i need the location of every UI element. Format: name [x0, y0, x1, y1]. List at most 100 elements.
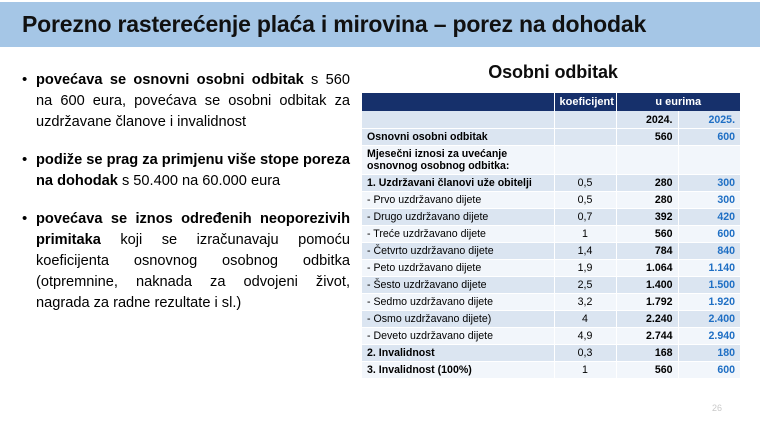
cell-value-2025: 300 [678, 174, 741, 192]
bullet-text: povećava se iznos određenih neoporezivih… [36, 209, 350, 314]
cell-label: Mjesečni iznosi za uvećanje osnovnog oso… [362, 145, 555, 175]
bullet-item: • podiže se prag za primjenu više stope p… [20, 150, 350, 192]
table-row: Mjesečni iznosi za uvećanje osnovnog oso… [362, 145, 741, 175]
cell-label: - Sedmo uzdržavano dijete [362, 293, 555, 311]
cell-label: - Treće uzdržavano dijete [362, 225, 555, 243]
cell-koeficijent [554, 128, 617, 146]
cell-value-2024: 560 [616, 361, 679, 379]
bullet-bold-lead: povećava se osnovni osobni odbitak [36, 72, 304, 88]
cell-value-2024: 168 [616, 344, 679, 362]
header-years-blank-label [362, 111, 555, 129]
cell-value-2024: 280 [616, 191, 679, 209]
page-title: Porezno rasterećenje plaća i mirovina – … [22, 11, 647, 37]
bullet-text: podiže se prag za primjenu više stope po… [36, 150, 350, 192]
cell-label: - Deveto uzdržavano dijete [362, 327, 555, 345]
cell-koeficijent: 0,3 [554, 344, 617, 362]
cell-value-2025: 180 [678, 344, 741, 362]
header-years-blank-koef [554, 111, 617, 129]
header-cell-koeficijent: koeficijent [554, 93, 617, 111]
cell-value-2024: 1.064 [616, 259, 679, 277]
cell-label: - Šesto uzdržavano dijete [362, 276, 555, 294]
cell-value-2025: 420 [678, 208, 741, 226]
cell-label: - Peto uzdržavano dijete [362, 259, 555, 277]
header-year-2025: 2025. [678, 111, 741, 129]
cell-koeficijent: 4,9 [554, 327, 617, 345]
cell-koeficijent: 0,7 [554, 208, 617, 226]
table-header-row-years: 2024. 2025. [362, 111, 741, 129]
cell-label: - Osmo uzdržavano dijete) [362, 310, 555, 328]
bullet-bold-lead: podiže se prag za primjenu više stope po… [36, 152, 350, 189]
bullet-text: povećava se osnovni osobni odbitak s 560… [36, 70, 350, 133]
cell-value-2024: 560 [616, 128, 679, 146]
cell-value-2024: 280 [616, 174, 679, 192]
header-cell-blank [362, 93, 555, 111]
bullet-rest-text: s 560 na 600 eura, povećava se osobni od… [36, 72, 350, 130]
table-row: Osnovni osobni odbitak 560 600 [362, 128, 741, 146]
bullet-rest-text: koji se izračunavaju pomoću koeficijenta… [36, 232, 350, 311]
bullet-bold-lead: povećava se iznos određenih neoporezivih… [36, 211, 350, 248]
cell-value-2025 [678, 145, 741, 175]
cell-value-2025: 2.400 [678, 310, 741, 328]
cell-label: - Četvrto uzdržavano dijete [362, 242, 555, 260]
table-row: - Treće uzdržavano dijete 1 560 600 [362, 225, 741, 243]
header-year-2024: 2024. [616, 111, 679, 129]
bullet-dot-icon: • [22, 210, 28, 227]
cell-value-2024: 2.744 [616, 327, 679, 345]
cell-value-2024: 784 [616, 242, 679, 260]
cell-value-2024: 560 [616, 225, 679, 243]
table-row: 1. Uzdržavani članovi uže obitelji 0,5 280… [362, 174, 741, 192]
cell-value-2025: 600 [678, 225, 741, 243]
cell-value-2025: 2.940 [678, 327, 741, 345]
cell-koeficijent: 0,5 [554, 174, 617, 192]
cell-value-2024: 1.400 [616, 276, 679, 294]
cell-koeficijent: 1 [554, 361, 617, 379]
cell-value-2024: 392 [616, 208, 679, 226]
cell-koeficijent: 0,5 [554, 191, 617, 209]
bullet-dot-icon: • [22, 71, 28, 88]
table-row: - Deveto uzdržavano dijete 4,9 2.744 2.940 [362, 327, 741, 345]
table-row: - Šesto uzdržavano dijete 2,5 1.400 1.500 [362, 276, 741, 294]
cell-value-2024: 2.240 [616, 310, 679, 328]
bullet-item: • povećava se iznos određenih neoporezivi… [20, 209, 350, 314]
table-row: - Četvrto uzdržavano dijete 1,4 784 840 [362, 242, 741, 260]
cell-label: - Drugo uzdržavano dijete [362, 208, 555, 226]
table-row: - Prvo uzdržavano dijete 0,5 280 300 [362, 191, 741, 209]
cell-value-2024: 1.792 [616, 293, 679, 311]
cell-label: 1. Uzdržavani članovi uže obitelji [362, 174, 555, 192]
cell-koeficijent: 1,4 [554, 242, 617, 260]
page-number: 26 [711, 403, 722, 413]
table-row: - Osmo uzdržavano dijete) 4 2.240 2.400 [362, 310, 741, 328]
table-row: - Drugo uzdržavano dijete 0,7 392 420 [362, 208, 741, 226]
cell-value-2025: 840 [678, 242, 741, 260]
bullet-dot-icon: • [22, 151, 28, 168]
cell-value-2025: 600 [678, 361, 741, 379]
cell-label: 3. Invalidnost (100%) [362, 361, 555, 379]
bullet-item: • povećava se osnovni osobni odbitak s 56… [20, 70, 350, 133]
cell-koeficijent: 4 [554, 310, 617, 328]
table-head: koeficijent u eurima 2024. 2025. [362, 93, 741, 129]
cell-label: 2. Invalidnost [362, 344, 555, 362]
cell-value-2025: 1.920 [678, 293, 741, 311]
cell-koeficijent: 1,9 [554, 259, 617, 277]
cell-koeficijent [554, 145, 617, 175]
bullet-list: • povećava se osnovni osobni odbitak s 56… [20, 70, 350, 331]
table-body: Osnovni osobni odbitak 560 600 Mjesečni izn… [362, 128, 741, 379]
cell-value-2025: 600 [678, 128, 741, 146]
cell-koeficijent: 3,2 [554, 293, 617, 311]
table-header-row-top: koeficijent u eurima [362, 93, 741, 111]
cell-value-2025: 1.500 [678, 276, 741, 294]
cell-koeficijent: 2,5 [554, 276, 617, 294]
table-heading: Osobni odbitak [488, 62, 618, 82]
cell-value-2025: 1.140 [678, 259, 741, 277]
osobni-odbitak-table: koeficijent u eurima 2024. 2025. Osnovni… [362, 93, 741, 379]
bullet-rest-text: s 50.400 na 60.000 eura [117, 173, 281, 189]
cell-value-2024 [616, 145, 679, 175]
table-row: - Sedmo uzdržavano dijete 3,2 1.792 1.920 [362, 293, 741, 311]
header-cell-u-eurima: u eurima [616, 93, 741, 111]
cell-koeficijent: 1 [554, 225, 617, 243]
table-row: - Peto uzdržavano dijete 1,9 1.064 1.140 [362, 259, 741, 277]
slide-title-banner: Porezno rasterećenje plaća i mirovina – … [0, 2, 760, 47]
table-block: Osobni odbitak koeficijent u eurima 2024… [362, 62, 744, 379]
table-row: 2. Invalidnost 0,3 168 180 [362, 344, 741, 362]
table-row: 3. Invalidnost (100%) 1 560 600 [362, 361, 741, 379]
